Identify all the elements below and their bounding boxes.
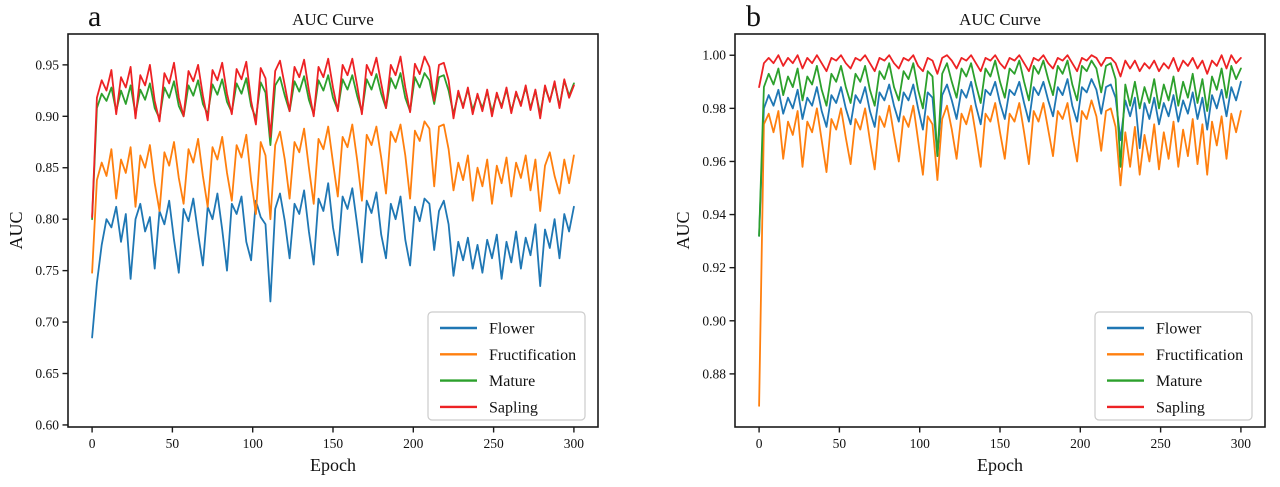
series-line-mature [91, 72, 575, 221]
series-line-fructification [758, 99, 1242, 407]
x-tick-label: 50 [166, 436, 180, 451]
series-line-fructification [91, 120, 575, 274]
series-line-sapling [91, 55, 575, 219]
y-tick-label: 0.90 [35, 109, 59, 124]
y-tick-label: 0.90 [702, 313, 726, 328]
legend-label-fructification: Fructification [1156, 347, 1243, 364]
y-tick-label: 1.00 [702, 48, 726, 63]
y-tick-label: 0.65 [35, 366, 59, 381]
y-tick-label: 0.85 [35, 160, 59, 175]
legend-label-sapling: Sapling [1156, 399, 1205, 416]
x-axis-label: Epoch [977, 455, 1023, 475]
y-tick-label: 0.60 [35, 417, 59, 432]
x-tick-label: 200 [1070, 436, 1091, 451]
panel-label-a: a [88, 0, 102, 33]
y-tick-label: 0.96 [702, 154, 726, 169]
legend: Flower Fructification Mature Sapling [427, 311, 586, 421]
legend-label-mature: Mature [1156, 373, 1202, 390]
panel-label-b: b [746, 0, 761, 33]
y-tick-label: 0.80 [35, 212, 59, 227]
y-tick-label: 0.88 [702, 366, 726, 381]
y-tick-label: 0.98 [702, 101, 726, 116]
x-tick-label: 0 [756, 436, 763, 451]
y-tick-label: 0.70 [35, 315, 59, 330]
x-tick-label: 100 [243, 436, 264, 451]
y-axis: 0.60 0.65 0.70 0.75 0.80 0.85 0.90 0.95 [35, 57, 68, 432]
legend-label-mature: Mature [489, 373, 535, 390]
x-tick-label: 300 [1231, 436, 1252, 451]
y-tick-label: 0.95 [35, 57, 59, 72]
series-line-mature [758, 59, 1242, 237]
series-line-sapling [758, 54, 1242, 88]
x-tick-label: 50 [833, 436, 847, 451]
x-axis: 0 50 100 150 200 250 300 [756, 427, 1252, 451]
legend-label-flower: Flower [489, 321, 535, 338]
legend-box [427, 311, 586, 421]
x-tick-label: 100 [910, 436, 931, 451]
x-tick-label: 300 [564, 436, 585, 451]
x-tick-label: 200 [403, 436, 424, 451]
chart-title: AUC Curve [959, 10, 1041, 29]
y-axis-label: AUC [673, 211, 693, 249]
legend-label-fructification: Fructification [489, 347, 576, 364]
y-tick-label: 0.75 [35, 263, 59, 278]
y-tick-label: 0.94 [702, 207, 726, 222]
x-tick-label: 250 [1150, 436, 1171, 451]
x-tick-label: 150 [990, 436, 1011, 451]
chart-panel-b: 0 50 100 150 200 250 3000.880.900.920.940.960.… [673, 10, 1266, 475]
x-axis: 0 50 100 150 200 250 300 [89, 427, 585, 451]
y-tick-label: 0.92 [702, 260, 726, 275]
chart-title: AUC Curve [292, 10, 374, 29]
x-axis-label: Epoch [310, 455, 356, 475]
legend-label-flower: Flower [1156, 321, 1202, 338]
x-tick-label: 150 [323, 436, 344, 451]
y-axis-label: AUC [6, 211, 26, 249]
chart-panel-a: 0 50 100 150 200 250 3000.600.650.700.750.800.… [6, 10, 599, 475]
y-axis: 0.88 0.90 0.92 0.94 0.96 0.98 1.00 [702, 48, 735, 381]
series-line-flower [91, 182, 575, 339]
x-tick-label: 250 [483, 436, 504, 451]
x-tick-label: 0 [89, 436, 96, 451]
legend-label-sapling: Sapling [489, 399, 538, 416]
legend: Flower Fructification Mature Sapling [1094, 311, 1253, 421]
legend-box [1094, 311, 1253, 421]
series-line-flower [758, 78, 1242, 237]
